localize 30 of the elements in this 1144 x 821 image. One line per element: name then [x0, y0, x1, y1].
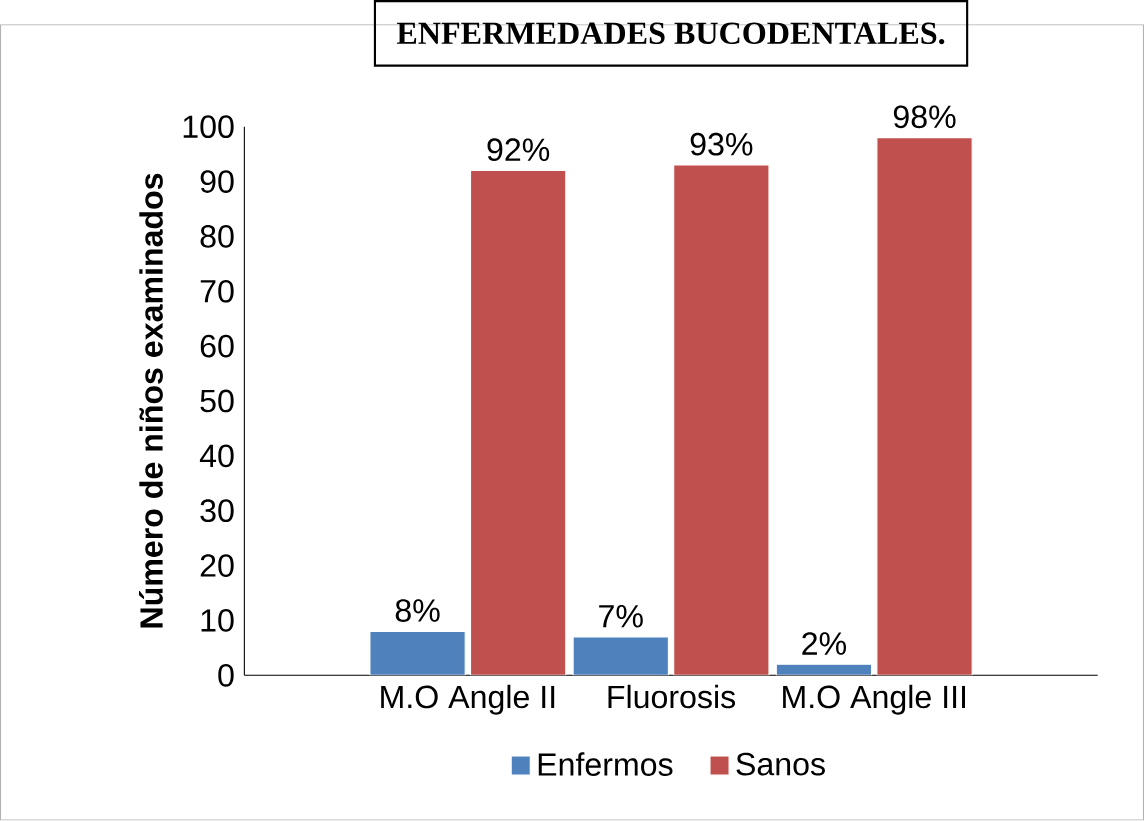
data-label: 92% — [487, 138, 550, 162]
y-tick-label: 20 — [200, 554, 234, 578]
bar — [876, 137, 973, 676]
y-tick-label: 40 — [199, 444, 234, 468]
y-tick-label: 100 — [183, 115, 234, 139]
y-tick-label: 60 — [200, 334, 234, 358]
bar — [572, 636, 669, 676]
data-label: 2% — [802, 632, 847, 656]
y-tick-label: 0 — [218, 664, 234, 687]
y-tick-label: 80 — [200, 225, 234, 248]
y-tick-label: 90 — [200, 170, 234, 194]
bar — [470, 170, 567, 676]
x-tick-label: M.O Angle III — [783, 684, 966, 715]
legend-label: Enfermos — [538, 752, 673, 777]
x-tick-label: M.O Angle II — [381, 684, 555, 715]
data-label: 98% — [893, 105, 956, 129]
y-tick-label: 10 — [201, 609, 234, 632]
y-tick-label: 50 — [200, 389, 234, 413]
y-tick-label: 70 — [200, 280, 234, 303]
bar — [673, 164, 770, 676]
y-tick-label: 30 — [200, 499, 234, 523]
bar — [775, 663, 873, 676]
chart-title: ENFERMEDADES BUCODENTALES. — [396, 22, 945, 45]
data-label: 7% — [599, 605, 643, 628]
x-tick-label: Fluorosis — [608, 684, 736, 709]
y-axis-title: Número de niños examinados — [139, 173, 163, 628]
data-label: 8% — [395, 599, 440, 623]
data-label: 93% — [690, 133, 753, 156]
bar — [369, 631, 466, 676]
legend-label: Sanos — [736, 752, 825, 776]
